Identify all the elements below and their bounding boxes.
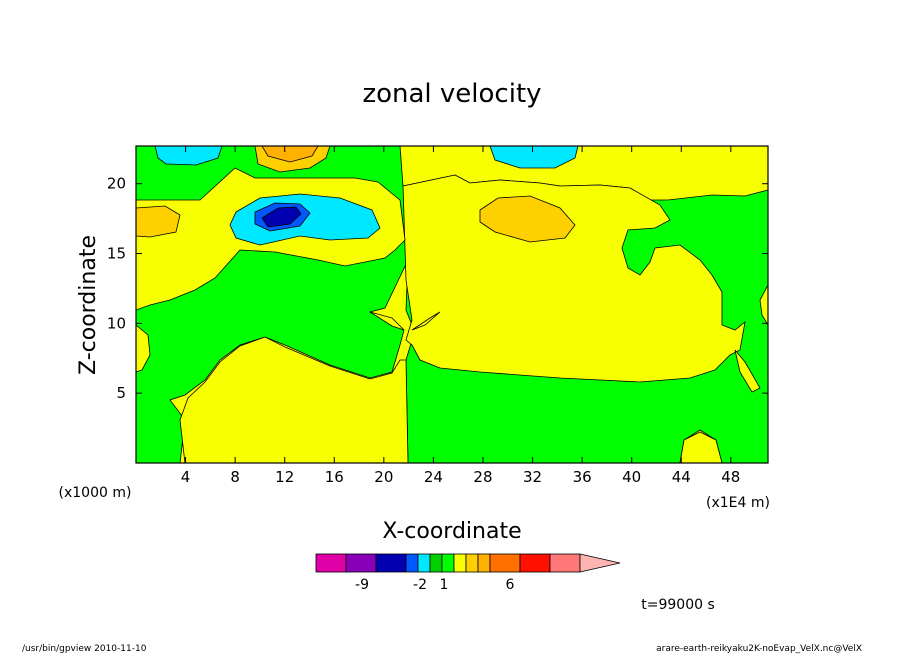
colorbar-tick-label: -2 [413, 577, 427, 593]
plot-frame [135, 145, 769, 464]
orange-blob-left [136, 205, 181, 238]
colorbar-tick-label: -9 [355, 577, 369, 593]
colorbar-segment [477, 553, 491, 573]
x-tick-label: 8 [230, 468, 240, 486]
x-tick-label: 36 [573, 468, 592, 486]
chart-title: zonal velocity [362, 79, 541, 109]
colorbar-segment [345, 553, 377, 573]
x-tick-label: 16 [325, 468, 344, 486]
colorbar-extend-arrow [579, 553, 621, 573]
x-axis-label: X-coordinate [382, 519, 521, 544]
x-unit-left-label: (x1000 m) [59, 485, 132, 501]
y-tick-label: 15 [107, 245, 126, 263]
yellow-lens-right-edge [734, 349, 761, 393]
time-label: t=99000 s [641, 597, 715, 613]
colorbar-segment [519, 553, 551, 573]
colorbar-tick-label: 6 [506, 577, 515, 593]
colorbar-tick-label: 1 [440, 577, 449, 593]
y-tick-label: 20 [107, 175, 126, 193]
x-tick-label: 48 [721, 468, 740, 486]
colorbar-segment [417, 553, 431, 573]
x-unit-right-label: (x1E4 m) [706, 495, 770, 511]
colorbar-segment [441, 553, 455, 573]
yellow-region-bottom-right [679, 431, 723, 463]
dark-blue-blob-core [261, 206, 302, 228]
x-axis-ticks: 4 8 12 16 20 24 28 32 36 40 44 48 [181, 146, 740, 486]
orange-blob-center [479, 195, 576, 243]
yellow-lens-right [411, 311, 441, 331]
y-axis-label: Z-coordinate [76, 235, 101, 375]
y-axis-ticks: 5 10 15 20 [107, 175, 768, 402]
y-tick-label: 5 [116, 384, 126, 402]
yellow-lens-right-edge-2 [759, 284, 768, 326]
colorbar: -9 -2 1 6 [315, 553, 621, 593]
colorbar-segment [429, 553, 443, 573]
footer-right: arare-earth-reikyaku2K-noEvap_VelX.nc@Ve… [656, 644, 862, 654]
contour-field [136, 146, 768, 463]
x-tick-label: 40 [622, 468, 641, 486]
colorbar-segment [489, 553, 521, 573]
colorbar-segment [375, 553, 407, 573]
colorbar-segment [405, 553, 419, 573]
cyan-blob-top-center [489, 146, 579, 169]
colorbar-segment [549, 553, 581, 573]
x-tick-label: 32 [523, 468, 542, 486]
colorbar-segment [453, 553, 467, 573]
x-tick-label: 4 [181, 468, 191, 486]
yellow-lens-left [369, 311, 405, 331]
x-tick-label: 24 [424, 468, 443, 486]
cyan-blob-top-left [154, 146, 223, 166]
x-tick-label: 12 [275, 468, 294, 486]
yellow-region-lower-left [179, 336, 409, 463]
footer-left: /usr/bin/gpview 2010-11-10 [22, 644, 147, 654]
colorbar-segment [465, 553, 479, 573]
x-tick-label: 20 [374, 468, 393, 486]
colorbar-segment [315, 553, 347, 573]
orange-blob-top-inner [261, 146, 319, 163]
y-tick-label: 10 [107, 314, 126, 332]
x-tick-label: 44 [672, 468, 691, 486]
x-tick-label: 28 [473, 468, 492, 486]
yellow-region-left-edge [136, 324, 151, 373]
